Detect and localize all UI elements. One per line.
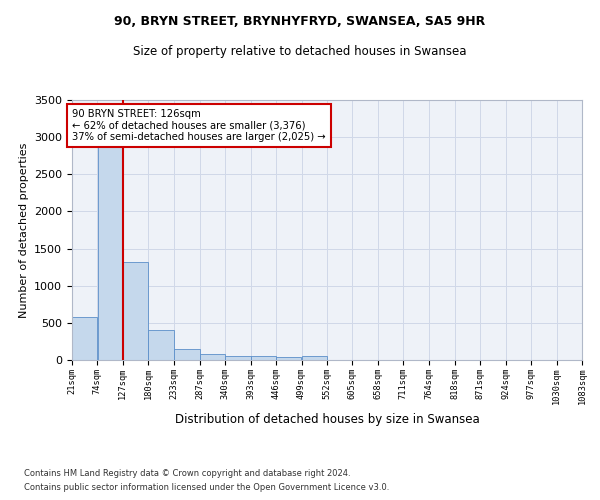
Text: 90, BRYN STREET, BRYNHYFRYD, SWANSEA, SA5 9HR: 90, BRYN STREET, BRYNHYFRYD, SWANSEA, SA… xyxy=(115,15,485,28)
Bar xyxy=(276,356,301,360)
Bar xyxy=(98,143,123,360)
Bar xyxy=(226,356,251,360)
Bar xyxy=(148,330,173,360)
Bar xyxy=(302,356,327,360)
Text: Contains public sector information licensed under the Open Government Licence v3: Contains public sector information licen… xyxy=(24,484,389,492)
Bar xyxy=(174,349,200,360)
Bar xyxy=(251,356,276,360)
Bar xyxy=(200,354,225,360)
Text: Size of property relative to detached houses in Swansea: Size of property relative to detached ho… xyxy=(133,45,467,58)
Bar xyxy=(123,262,148,360)
Text: 90 BRYN STREET: 126sqm
← 62% of detached houses are smaller (3,376)
37% of semi-: 90 BRYN STREET: 126sqm ← 62% of detached… xyxy=(73,109,326,142)
Y-axis label: Number of detached properties: Number of detached properties xyxy=(19,142,29,318)
Bar xyxy=(72,317,97,360)
X-axis label: Distribution of detached houses by size in Swansea: Distribution of detached houses by size … xyxy=(175,412,479,426)
Text: Contains HM Land Registry data © Crown copyright and database right 2024.: Contains HM Land Registry data © Crown c… xyxy=(24,468,350,477)
